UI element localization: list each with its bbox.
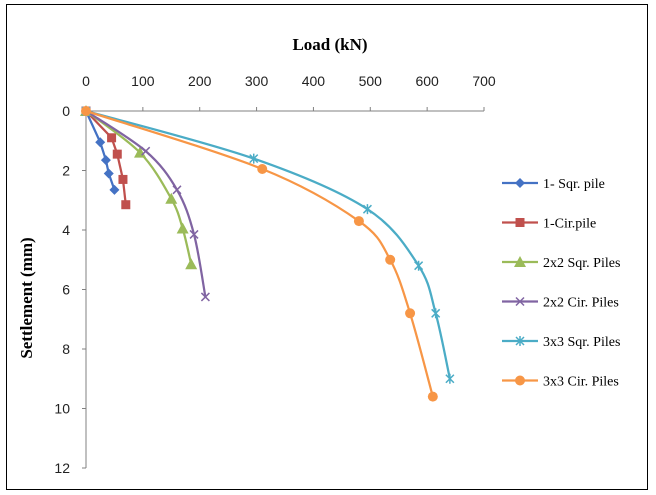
data-point [362, 204, 372, 215]
data-point [172, 185, 182, 195]
x-tick-label: 0 [82, 73, 90, 89]
data-point [176, 222, 189, 234]
legend-label: 3x3 Sqr. Piles [543, 335, 620, 350]
x-tick-label: 500 [359, 73, 383, 89]
data-point [141, 146, 151, 156]
data-series [80, 105, 455, 402]
legend-item: 1- Sqr. pile [502, 177, 605, 192]
y-tick-label: 10 [54, 401, 70, 417]
legend-item: 2x2 Sqr. Piles [502, 256, 620, 271]
legend-label: 2x2 Cir. Piles [543, 296, 619, 311]
y-tick-label: 2 [62, 163, 70, 179]
y-tick-label: 8 [62, 341, 70, 357]
x-tick-label: 300 [245, 73, 269, 89]
legend-marker [515, 375, 525, 386]
data-point [121, 200, 131, 210]
legend-item: 3x3 Cir. Piles [502, 375, 619, 390]
legend-marker [515, 178, 525, 188]
data-point [81, 106, 91, 116]
legend-marker [515, 296, 525, 307]
chart-frame [6, 4, 648, 490]
series-6 [81, 106, 438, 402]
data-point [109, 184, 120, 195]
data-point [200, 292, 210, 302]
x-tick-label: 100 [131, 73, 155, 89]
y-tick-label: 12 [54, 460, 70, 476]
series-5 [81, 106, 455, 384]
x-axis-ticks: 0 100 200 300 400 500 600 700 [82, 73, 496, 111]
data-point [431, 308, 441, 319]
data-point [185, 258, 198, 270]
legend: 1- Sqr. pile 1-Cir.pile 2x2 Sqr. Piles 2x2 … [502, 177, 620, 390]
legend-item: 3x3 Sqr. Piles [502, 335, 620, 350]
legend-marker [514, 256, 526, 267]
data-point [427, 391, 438, 402]
legend-label: 1- Sqr. pile [543, 177, 605, 192]
data-point [257, 164, 268, 175]
legend-item: 1-Cir.pile [502, 217, 596, 232]
data-point [249, 153, 259, 164]
data-point [385, 254, 396, 265]
data-point [189, 229, 199, 239]
legend-item: 2x2 Cir. Piles [502, 296, 619, 311]
data-point [100, 155, 111, 166]
legend-label: 1-Cir.pile [543, 217, 596, 232]
x-tick-label: 200 [188, 73, 212, 89]
legend-label: 3x3 Cir. Piles [543, 375, 619, 390]
y-axis-ticks: 0 2 4 6 8 10 12 [54, 103, 86, 476]
legend-label: 2x2 Sqr. Piles [543, 256, 620, 271]
data-point [103, 168, 114, 179]
legend-marker [515, 336, 525, 346]
x-tick-label: 400 [302, 73, 326, 89]
data-point [118, 174, 128, 184]
data-point [445, 373, 455, 384]
x-axis-title: Load (kN) [292, 35, 367, 54]
series-line [84, 110, 116, 191]
data-point [112, 149, 122, 159]
data-point [414, 260, 424, 271]
y-tick-label: 6 [62, 282, 70, 298]
x-tick-label: 600 [415, 73, 439, 89]
y-axis-title: Settlement (mm) [17, 237, 36, 358]
legend-marker [515, 218, 525, 227]
y-tick-label: 4 [62, 222, 70, 238]
data-point [95, 137, 106, 148]
x-tick-label: 700 [472, 73, 496, 89]
data-point [165, 192, 178, 204]
data-point [353, 216, 364, 227]
y-tick-label: 0 [62, 103, 70, 119]
series-4 [81, 106, 210, 302]
data-point [405, 308, 416, 319]
data-point [107, 133, 117, 143]
